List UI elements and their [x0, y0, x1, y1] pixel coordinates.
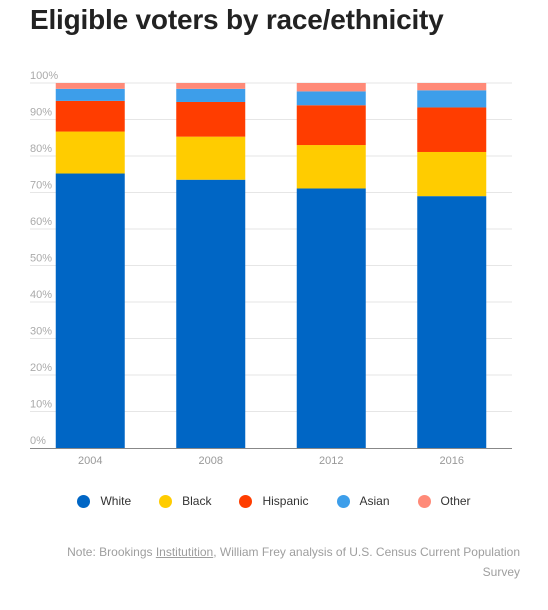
- bar-asian-2012[interactable]: [296, 91, 366, 106]
- legend-swatch: [239, 494, 253, 508]
- x-tick-label: 2004: [78, 455, 102, 467]
- legend-swatch: [77, 494, 91, 508]
- y-tick-label: 20%: [30, 362, 52, 374]
- bar-white-2004[interactable]: [55, 173, 125, 448]
- legend-item-black[interactable]: Black: [159, 494, 211, 508]
- legend-label: White: [100, 494, 132, 508]
- y-tick-label: 90%: [30, 107, 52, 119]
- source-note-link[interactable]: Institutition: [155, 545, 214, 559]
- y-tick-label: 30%: [30, 326, 52, 338]
- bar-other-2008[interactable]: [176, 83, 246, 89]
- x-tick-label: 2016: [440, 455, 464, 467]
- legend-label: Other: [440, 494, 471, 508]
- bar-black-2004[interactable]: [55, 131, 125, 174]
- legend-item-white[interactable]: White: [77, 494, 131, 508]
- bar-hispanic-2004[interactable]: [55, 100, 125, 132]
- legend-swatch: [417, 494, 431, 508]
- bar-other-2004[interactable]: [55, 83, 125, 89]
- chart-title: Eligible voters by race/ethnicity: [30, 4, 444, 35]
- x-axis-tick-labels: 2004 2008 2012 2016: [78, 455, 464, 467]
- bar-asian-2008[interactable]: [176, 88, 246, 102]
- y-tick-label: 0%: [30, 435, 46, 447]
- bar-asian-2004[interactable]: [55, 88, 125, 101]
- y-tick-label: 70%: [30, 180, 52, 192]
- legend-item-other[interactable]: Other: [417, 494, 471, 508]
- legend-label: Black: [182, 494, 212, 508]
- legend-item-hispanic[interactable]: Hispanic: [239, 494, 309, 508]
- y-tick-label: 80%: [30, 143, 52, 155]
- bar-black-2012[interactable]: [296, 145, 366, 189]
- legend: White Black Hispanic Asian Other: [0, 491, 548, 511]
- x-tick-label: 2012: [319, 455, 343, 467]
- bar-hispanic-2016[interactable]: [417, 107, 487, 152]
- bar-hispanic-2012[interactable]: [296, 105, 366, 146]
- y-axis-tick-labels: 0% 10% 20% 30% 40% 50% 60% 70% 80% 90% 100%: [30, 70, 58, 447]
- bar-other-2012[interactable]: [296, 83, 366, 92]
- legend-swatch: [159, 494, 173, 508]
- legend-label: Hispanic: [262, 494, 309, 508]
- stacked-bar-chart: 0%10%20%30%40%50%60%70%80%90%100% 2004 20…: [30, 70, 512, 467]
- bar-asian-2016[interactable]: [417, 90, 487, 108]
- bar-other-2016[interactable]: [417, 83, 487, 91]
- y-tick-label: 40%: [30, 289, 52, 301]
- bar-white-2008[interactable]: [176, 179, 246, 448]
- y-tick-label: 60%: [30, 216, 52, 228]
- bar-hispanic-2008[interactable]: [176, 101, 246, 137]
- legend-item-asian[interactable]: Asian: [336, 494, 390, 508]
- y-tick-label: 10%: [30, 399, 52, 411]
- source-note-suffix: , William Frey analysis of U.S. Census C…: [213, 545, 520, 579]
- legend-swatch: [336, 494, 350, 508]
- source-note: Note: Brookings Institutition, William F…: [60, 542, 520, 582]
- bar-white-2016[interactable]: [417, 196, 487, 448]
- y-tick-label: 100%: [30, 70, 58, 82]
- bar-black-2008[interactable]: [176, 136, 246, 180]
- source-note-prefix: Note: Brookings: [67, 545, 156, 559]
- bar-white-2012[interactable]: [296, 188, 366, 449]
- bar-black-2016[interactable]: [417, 151, 487, 197]
- bar-series: [55, 83, 487, 449]
- legend-label: Asian: [359, 494, 390, 508]
- x-tick-label: 2008: [199, 455, 223, 467]
- y-tick-label: 50%: [30, 253, 52, 265]
